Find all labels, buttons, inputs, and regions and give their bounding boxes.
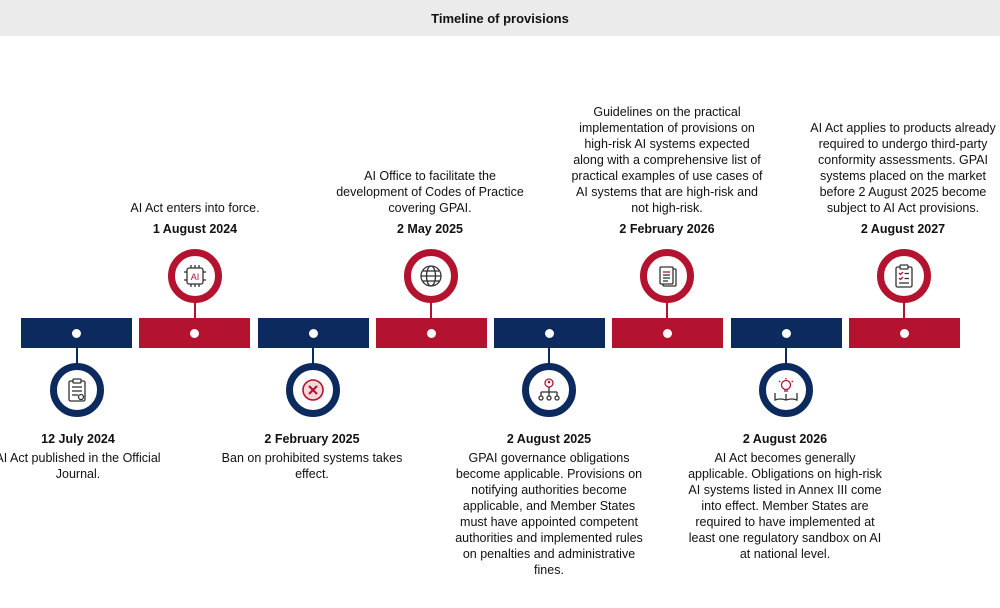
connector-line <box>312 338 314 368</box>
timeline-dot <box>309 328 318 338</box>
ai-chip-label: AI <box>191 272 200 282</box>
timeline-dot <box>900 328 909 338</box>
timeline-dot <box>782 328 791 338</box>
milestone-description: Ban on prohibited systems takes effect. <box>221 451 403 481</box>
timeline-dot <box>663 328 672 338</box>
document-stack-icon <box>640 249 694 303</box>
milestone-description: Guidelines on the practical implementati… <box>571 105 763 215</box>
milestone-description: AI Office to facilitate the development … <box>336 169 524 215</box>
milestone-date: 2 May 2025 <box>396 222 464 236</box>
connector-line <box>666 296 668 326</box>
clipboard-checklist-icon <box>877 249 931 303</box>
ai-chip-icon: AI <box>168 249 222 303</box>
milestone-description: AI Act published in the Official Journal… <box>0 451 161 481</box>
connector-line <box>785 338 787 368</box>
milestone-description: AI Act becomes generally applicable. Obl… <box>688 451 882 561</box>
connector-line <box>194 296 196 326</box>
connector-line <box>548 338 550 368</box>
timeline-dot <box>427 328 436 338</box>
page-title: Timeline of provisions <box>431 10 569 26</box>
prohibited-x-icon <box>286 363 340 417</box>
milestone-date: 2 February 2026 <box>619 222 715 236</box>
milestone-date: 12 July 2024 <box>41 432 115 446</box>
milestone-description: GPAI governance obligations become appli… <box>455 451 643 577</box>
connector-line <box>903 296 905 326</box>
clipboard-document-icon <box>50 363 104 417</box>
timeline-dot <box>72 328 81 338</box>
milestone-date: 2 August 2027 <box>860 222 946 236</box>
milestone-date: 2 August 2025 <box>506 432 592 446</box>
milestone-description: AI Act enters into force. <box>130 201 260 215</box>
milestone-date: 2 February 2025 <box>264 432 360 446</box>
book-lightbulb-icon <box>759 363 813 417</box>
timeline-dot <box>190 328 199 338</box>
header-bar: Timeline of provisions <box>0 0 1000 36</box>
timeline-dot <box>545 328 554 338</box>
connector-line <box>76 338 78 368</box>
milestone-date: 1 August 2024 <box>152 222 238 236</box>
org-hierarchy-icon <box>522 363 576 417</box>
milestone-date: 2 August 2026 <box>742 432 828 446</box>
globe-icon <box>404 249 458 303</box>
milestone-description: AI Act applies to products already requi… <box>810 121 996 215</box>
connector-line <box>430 296 432 326</box>
